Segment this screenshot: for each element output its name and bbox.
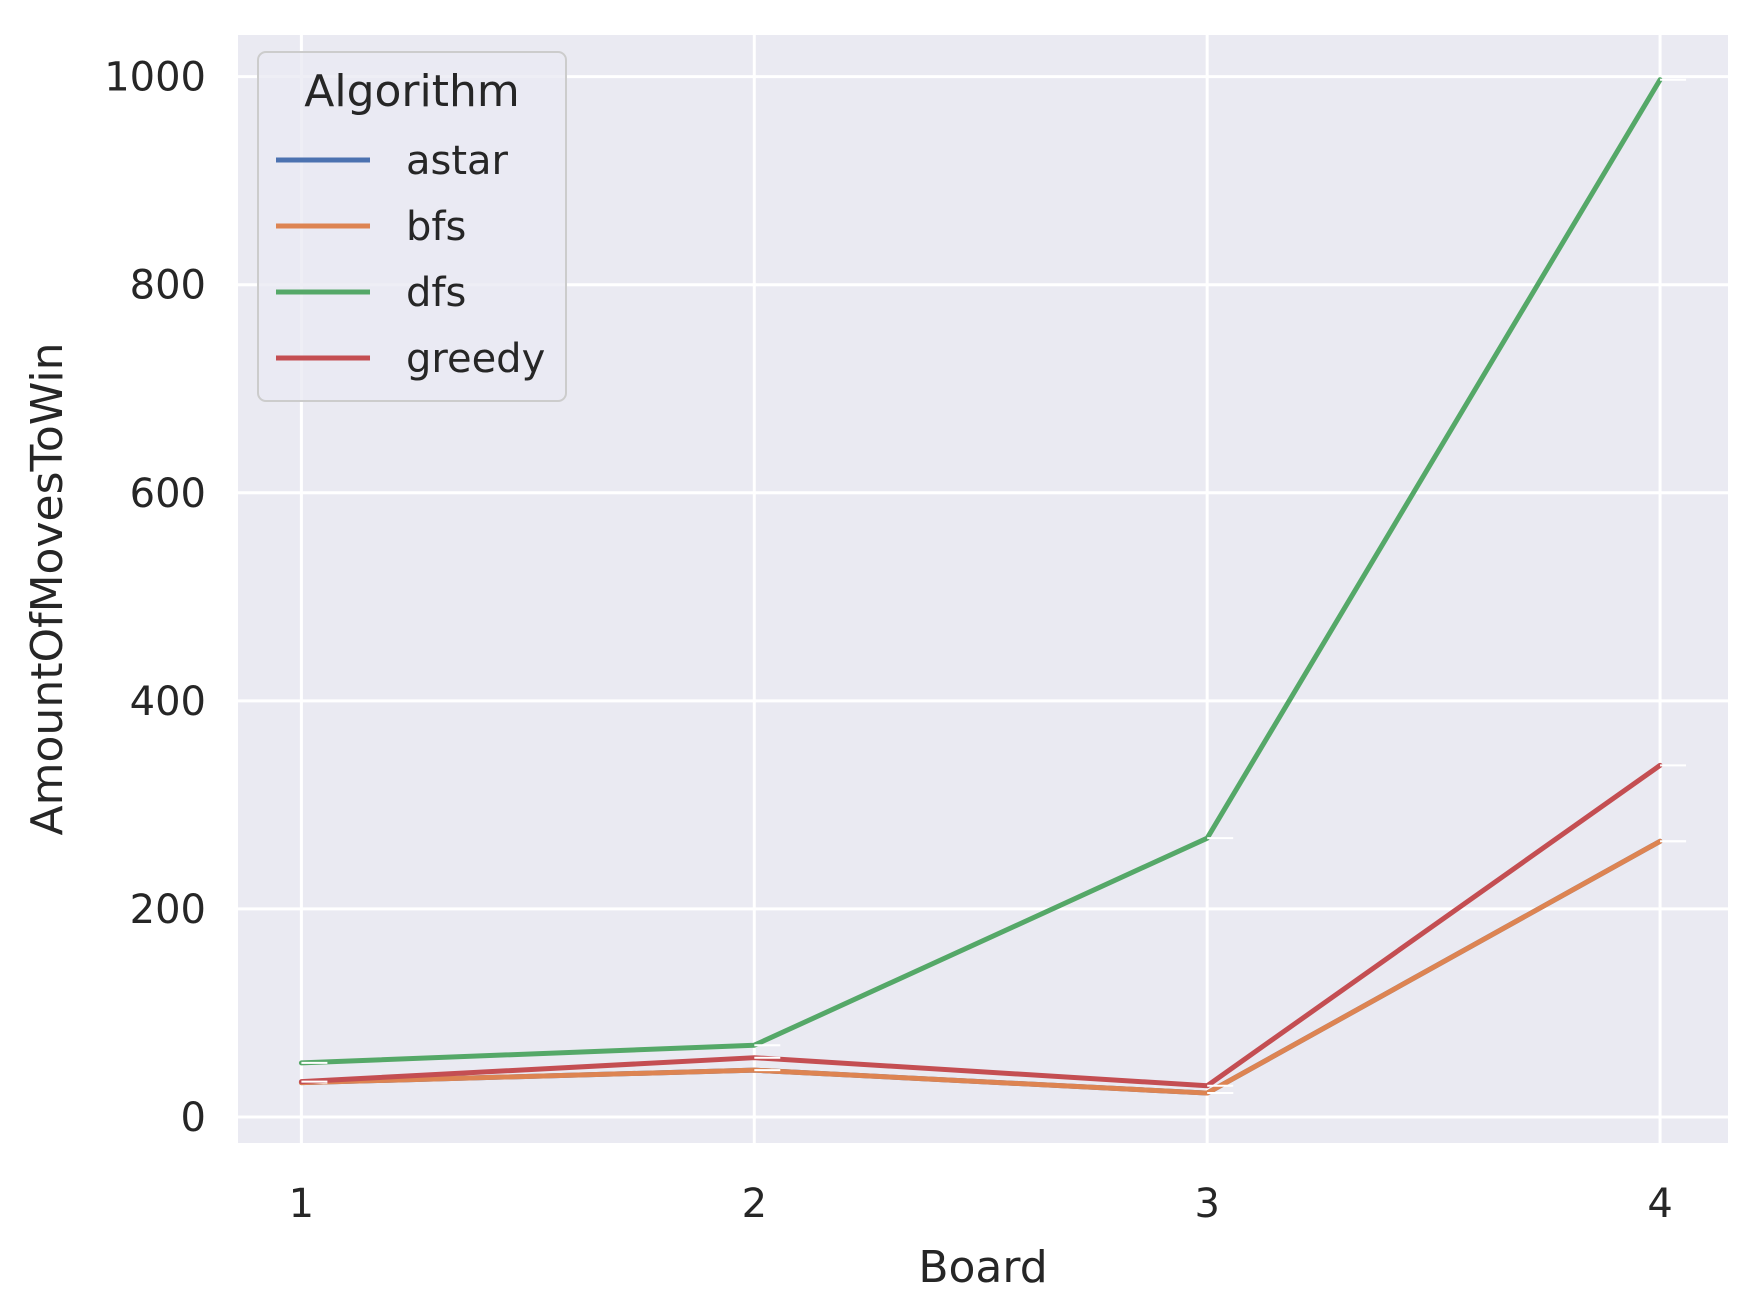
y-tick-label: 800	[130, 263, 206, 309]
x-tick-label: 3	[1194, 1181, 1219, 1227]
x-axis-title: Board	[918, 1242, 1047, 1293]
series-lines	[298, 77, 1687, 1096]
series-line-dfs	[298, 77, 1663, 1066]
legend: Algorithm astar bfs dfs greedy	[257, 51, 567, 402]
legend-label-dfs: dfs	[406, 270, 466, 316]
tick-labels: 1 2 3 4 0 200 400 600 800 1000	[104, 55, 1673, 1227]
y-tick-label: 1000	[104, 55, 206, 101]
y-tick-label: 400	[130, 679, 206, 725]
legend-label-bfs: bfs	[406, 204, 466, 250]
legend-label-astar: astar	[406, 138, 509, 184]
y-tick-label: 600	[130, 471, 206, 517]
y-tick-label: 200	[130, 887, 206, 933]
x-tick-label: 2	[742, 1181, 767, 1227]
legend-title: Algorithm	[304, 66, 520, 117]
legend-label-greedy: greedy	[406, 336, 545, 382]
y-tick-label: 0	[181, 1095, 206, 1141]
series-line-greedy	[298, 762, 1663, 1089]
legend-items: astar bfs dfs greedy	[276, 138, 545, 382]
y-axis-title: AmountOfMovesToWin	[22, 343, 73, 836]
x-tick-label: 1	[289, 1181, 314, 1227]
x-tick-label: 4	[1647, 1181, 1672, 1227]
series-line-bfs	[298, 838, 1663, 1096]
legend-box	[257, 51, 567, 402]
